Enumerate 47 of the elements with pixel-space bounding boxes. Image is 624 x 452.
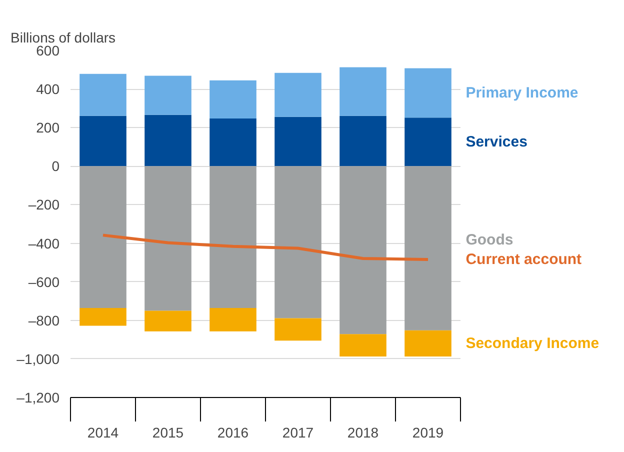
bar [274,166,322,318]
bar [274,116,322,166]
bar [274,72,322,117]
bar [210,166,256,308]
bar [80,116,126,166]
x-tick-label: 2016 [217,424,249,440]
x-tick-label: 2014 [87,424,119,440]
series-label: Secondary Income [466,334,600,352]
x-tick-label: 2019 [412,424,444,440]
x-tick-label: 2015 [152,424,184,440]
bar [404,330,452,356]
x-tick-label: 2017 [282,424,314,440]
y-tick-label: 0 [52,158,60,174]
bar [340,334,386,356]
y-tick-label: –1,200 [16,390,60,406]
y-tick-label: 600 [36,42,60,58]
y-tick-label: –800 [28,312,60,328]
bar [80,74,126,116]
series-label: Goods [466,232,514,249]
y-axis-title: Billions of dollars [10,30,116,46]
bar [210,80,256,119]
bar [144,76,192,115]
bar [80,308,126,326]
bar [144,166,192,311]
series-label: Primary Income [466,84,578,102]
x-tick-label: 2018 [347,424,379,440]
bar [210,308,256,332]
bar [404,118,452,166]
bar [340,116,386,166]
bar [340,67,386,116]
bar [210,118,256,166]
bar [80,166,126,308]
y-tick-label: 400 [36,81,60,98]
text: Current account [466,250,582,268]
y-tick-label: –1,000 [16,350,60,367]
bar [274,318,322,341]
y-tick-label: 200 [36,120,60,136]
bar [144,114,192,166]
y-tick-label: –400 [28,235,60,252]
y-tick-label: –600 [28,274,60,290]
bar [404,68,452,118]
y-tick-label: –200 [28,196,60,213]
bar [144,310,192,332]
line-series [102,234,430,261]
series-label: Services [466,133,528,150]
bar [340,166,386,334]
bar [404,166,452,330]
